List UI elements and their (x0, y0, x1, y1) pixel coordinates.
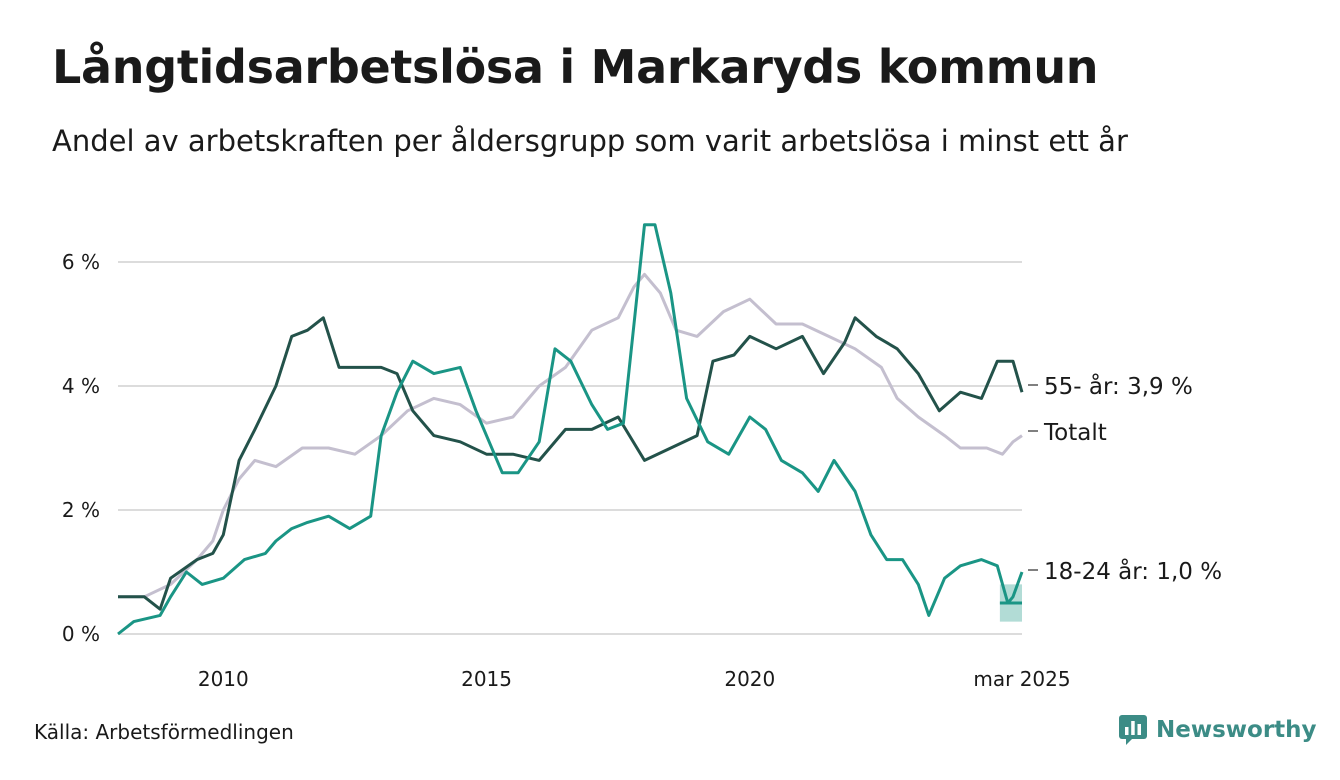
series-line-total (118, 272, 1023, 599)
end-label-young: 18-24 år: 1,0 % (1044, 557, 1222, 585)
x-tick-label: 2010 (198, 667, 249, 691)
grid-layer: 0 % 2 % 4 % 6 % 2010 2015 2020 mar 2025 (62, 250, 1071, 691)
page-subtitle: Andel av arbetskraften per åldersgrupp s… (52, 124, 1128, 158)
x-tick-label: 2015 (461, 667, 512, 691)
series-layer (117, 223, 1024, 636)
end-label-old: 55- år: 3,9 % (1044, 372, 1193, 400)
series-line-old (118, 316, 1024, 611)
y-tick-label: 4 % (62, 374, 100, 398)
source-note: Källa: Arbetsförmedlingen (34, 720, 294, 744)
y-tick-label: 2 % (62, 498, 100, 522)
x-tick-label: 2020 (724, 667, 775, 691)
x-tick-label: mar 2025 (973, 667, 1070, 691)
bar-chart-logo-icon (1119, 715, 1147, 745)
label-layer: Totalt 55- år: 3,9 % 18-24 år: 1,0 % (1028, 372, 1222, 585)
brand-name: Newsworthy (1156, 717, 1317, 743)
end-label-total: Totalt (1043, 420, 1107, 446)
y-tick-label: 0 % (62, 622, 100, 646)
series-line-young (117, 223, 1024, 636)
y-tick-label: 6 % (62, 250, 100, 274)
brand-logo[interactable]: Newsworthy (1118, 714, 1317, 746)
page-title: Långtidsarbetslösa i Markaryds kommun (52, 40, 1099, 94)
